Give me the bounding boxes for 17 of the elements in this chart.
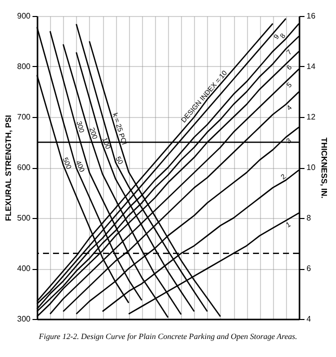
y2-tick-label: 4 xyxy=(306,314,312,324)
y-tick-label: 500 xyxy=(17,214,32,222)
y2-tick-label: 14 xyxy=(306,62,316,71)
y-tick-label: 900 xyxy=(17,12,32,20)
y-tick-label: 800 xyxy=(17,62,32,71)
y2-tick-label: 16 xyxy=(306,12,316,20)
caption: Figure 12-2. Design Curve for Plain Concrete Parking and Open Storage Areas. xyxy=(38,332,298,341)
y2-tick-label: 10 xyxy=(306,163,316,172)
y2-tick-label: 6 xyxy=(306,264,312,273)
y-tick-label: 700 xyxy=(17,112,32,122)
y-axis-title: FLEXURAL STRENGTH, PSI xyxy=(4,114,14,222)
y-tick-label: 300 xyxy=(17,314,32,324)
y-tick-label: 400 xyxy=(17,264,32,273)
y2-tick-label: 8 xyxy=(306,214,312,222)
y-tick-label: 600 xyxy=(17,163,32,172)
y2-axis-title: THICKNESS, IN. xyxy=(319,138,328,198)
y2-tick-label: 12 xyxy=(306,112,316,122)
